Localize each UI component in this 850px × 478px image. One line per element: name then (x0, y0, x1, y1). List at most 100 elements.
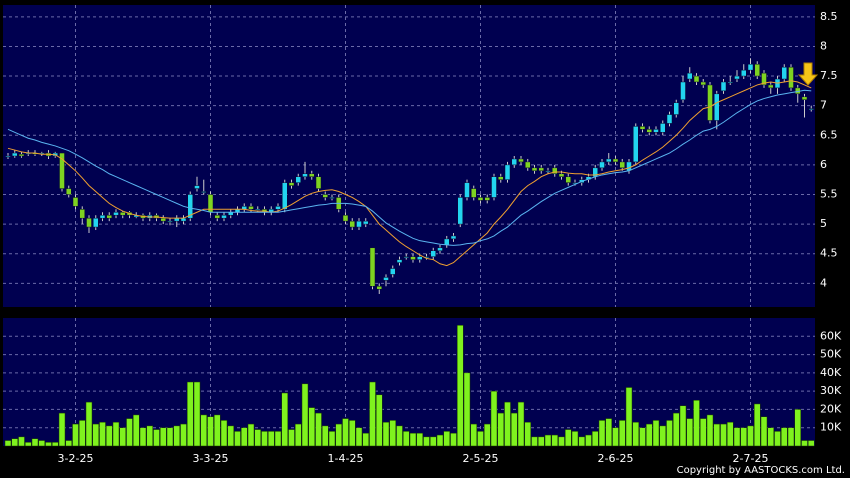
volume-bar (227, 425, 234, 447)
volume-bar (153, 429, 160, 447)
volume-bar (268, 431, 275, 447)
volume-bar (693, 400, 700, 447)
candle-body (167, 220, 173, 223)
y-tick-label: 5.5 (820, 187, 838, 200)
candle-body (498, 176, 504, 180)
candle-body (639, 126, 646, 130)
volume-bar (511, 412, 518, 447)
volume-bar (220, 420, 228, 447)
candle-body (417, 256, 423, 260)
candle-body (18, 153, 25, 157)
volume-bar (686, 418, 693, 447)
candle-body (363, 220, 369, 225)
candle-body (288, 182, 295, 186)
candle-body (700, 81, 706, 86)
volume-bar (585, 434, 592, 447)
volume-bar (126, 418, 133, 447)
marker-arrow (797, 62, 819, 86)
candle-body (471, 188, 477, 198)
candle-body (221, 214, 227, 219)
y-tick-label: 10K (820, 421, 842, 434)
volume-bar (247, 423, 255, 447)
volume-bar (578, 436, 585, 447)
volume-bar (565, 429, 572, 447)
volume-bar (31, 438, 39, 447)
candle-body (660, 123, 666, 133)
candle-body (606, 158, 612, 163)
volume-bar (632, 421, 639, 447)
candle-body (444, 238, 450, 246)
candle-body (113, 212, 119, 216)
volume-bar (25, 442, 32, 447)
candle-body (599, 161, 605, 169)
y-tick-label: 40K (820, 366, 842, 379)
candle-body (558, 173, 565, 177)
candle-body (457, 197, 463, 225)
candle-body (768, 84, 774, 89)
candle-body (734, 75, 740, 80)
volume-bar (396, 425, 403, 447)
volume-bar (592, 431, 599, 447)
volume-bar (470, 423, 477, 447)
candle-body (693, 75, 700, 83)
volume-bar (700, 418, 707, 447)
candle-body (275, 206, 281, 210)
candle-body (633, 126, 639, 163)
volume-bar (457, 325, 464, 447)
x-tick-label: 2-5-25 (463, 452, 499, 465)
candle-body (322, 194, 328, 198)
volume-bar (403, 431, 410, 447)
volume-bar (666, 420, 673, 447)
volume-bar (754, 403, 761, 447)
candle-body (808, 108, 814, 110)
volume-bar (369, 381, 376, 447)
volume-bar (720, 423, 727, 447)
x-tick-label: 2-7-25 (733, 452, 769, 465)
copyright: Copyright by AASTOCKS.com Ltd. (677, 465, 845, 476)
volume-bar (490, 390, 498, 447)
volume-bar (288, 429, 295, 447)
volume-bar (740, 427, 747, 447)
volume-bar (193, 381, 201, 447)
volume-bar (625, 387, 633, 447)
y-tick-label: 4 (820, 276, 827, 289)
candle-body (666, 114, 673, 124)
volume-bar (673, 412, 680, 447)
candle-body (295, 176, 301, 183)
volume-bar (308, 407, 315, 447)
candle-body (309, 173, 315, 177)
candle-body (754, 63, 760, 77)
plot: 4 4.5 5 5.5 6 6.5 7 7.5 8 8.5 10K 20K 30K 40K 50K 60K 3-… (3, 5, 842, 465)
volume-bar (261, 431, 268, 447)
volume-bar (382, 421, 390, 447)
candle-body (430, 250, 436, 257)
volume-bar (679, 405, 687, 447)
volume-bar (38, 440, 45, 447)
volume-bar (322, 425, 329, 447)
candle-body (720, 81, 727, 92)
volume-bar (787, 427, 795, 447)
candle-body (714, 93, 720, 121)
y-tick-label: 30K (820, 384, 842, 397)
volume-bar (612, 427, 619, 447)
volume-bar (747, 425, 754, 447)
candle-body (187, 194, 193, 219)
candle-body (525, 161, 531, 169)
candle-body (727, 81, 733, 84)
candle-body (93, 217, 99, 228)
candle-body (282, 182, 288, 210)
volume-bar (254, 429, 261, 447)
volume-bar (760, 416, 768, 447)
volume-bar (18, 436, 25, 447)
volume-bar (315, 412, 322, 447)
candle-body (491, 176, 497, 198)
volume-bar (409, 432, 417, 447)
candle-body (612, 158, 619, 163)
y-tick-label: 5 (820, 217, 827, 230)
volume-bar (187, 381, 194, 447)
volume-bar (342, 418, 349, 447)
candle-body (376, 286, 382, 290)
volume-bar (106, 425, 113, 447)
moving-average-line (7, 80, 812, 267)
volume-bar (214, 414, 221, 447)
